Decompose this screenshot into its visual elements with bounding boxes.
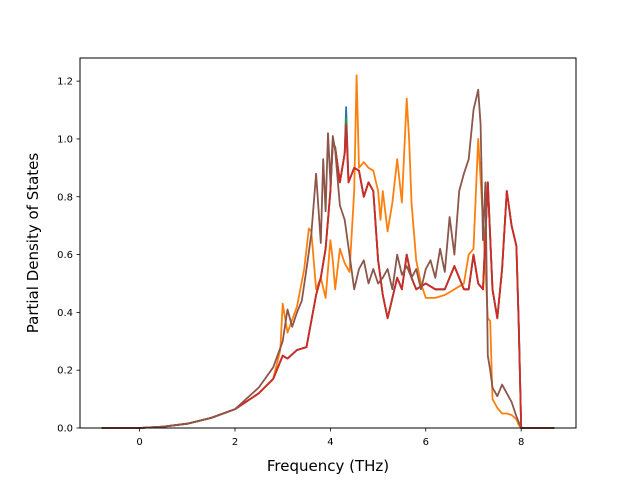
x-axis-title: Frequency (THz) [267, 457, 389, 475]
y-tick-label: 1.0 [57, 134, 73, 145]
x-tick-label: 2 [232, 437, 238, 448]
y-axis-title: Partial Density of States [24, 153, 42, 334]
x-tick-label: 6 [423, 437, 429, 448]
y-tick-label: 0.0 [57, 424, 73, 435]
y-axis-ticks: 0.0 0.2 0.4 0.6 0.8 1.0 1.2 [57, 77, 80, 435]
series-layer [101, 74, 555, 429]
y-tick-label: 0.2 [57, 366, 73, 377]
series-line-3 [101, 123, 555, 429]
y-tick-label: 0.6 [57, 250, 73, 261]
y-tick-label: 0.8 [57, 192, 73, 203]
series-line-4 [101, 88, 555, 429]
y-tick-label: 0.4 [57, 308, 73, 319]
x-tick-label: 0 [136, 437, 142, 448]
x-axis-ticks: 0 2 4 6 8 [136, 428, 524, 448]
plot-background [80, 58, 576, 428]
x-tick-label: 8 [518, 437, 524, 448]
y-tick-label: 1.2 [57, 77, 73, 88]
x-tick-label: 4 [327, 437, 333, 448]
plot-frame [79, 57, 577, 429]
